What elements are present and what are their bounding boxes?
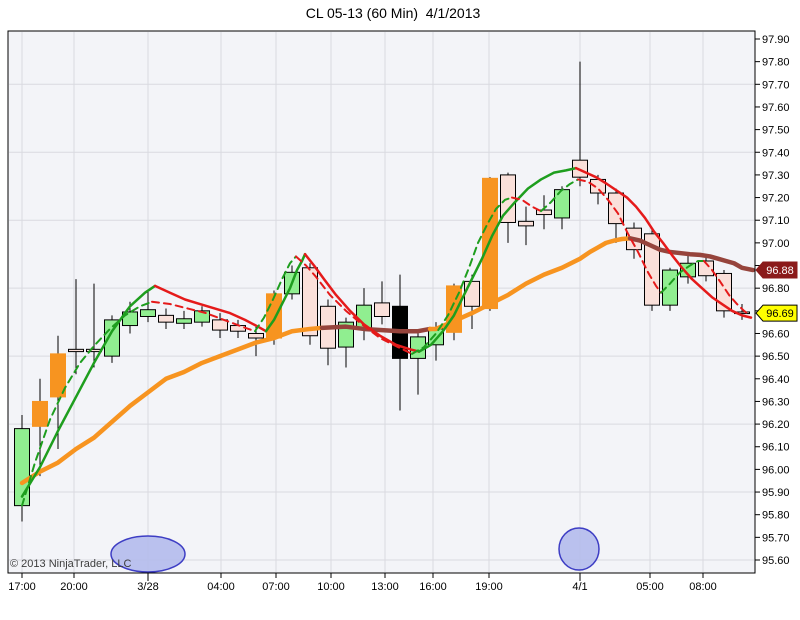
- candle-body-orange: [32, 400, 48, 427]
- ema-dashed-segment: [151, 300, 256, 333]
- x-tick-label: 4/1: [572, 581, 587, 593]
- y-tick-label: 97.60: [762, 102, 790, 114]
- candle-body-up: [194, 310, 210, 323]
- y-tick-label: 96.60: [762, 328, 790, 340]
- ema-solid-segment: [20, 284, 157, 498]
- price-badge-last-value: 96.69: [766, 308, 794, 320]
- candle-body-down: [374, 302, 390, 317]
- ema-solid-segment: [153, 284, 268, 333]
- y-tick-label: 97.30: [762, 170, 790, 182]
- candle-body-down: [230, 325, 246, 332]
- y-tick-label: 96.00: [762, 464, 790, 476]
- price-badge-ma: [755, 261, 798, 279]
- candle-body-up: [554, 189, 570, 219]
- chart-title: CL 05-13 (60 Min) 4/1/2013: [305, 5, 481, 21]
- ema-dashed-segment: [540, 178, 579, 213]
- y-tick-label: 95.80: [762, 510, 790, 522]
- ema-dashed-segment: [703, 259, 751, 317]
- x-tick-label: 16:00: [419, 581, 447, 593]
- price-badge-last: [755, 304, 798, 322]
- ema-dashed-segment: [577, 178, 662, 294]
- candle-body-down: [248, 332, 264, 339]
- candle-body-up: [176, 318, 192, 324]
- y-tick-label: 97.50: [762, 125, 790, 137]
- y-tick-label: 96.80: [762, 283, 790, 295]
- x-tick-label: 3/28: [137, 581, 158, 593]
- ema-dashed-segment: [411, 196, 513, 355]
- x-tick-label: 17:00: [8, 581, 36, 593]
- candle-body-up: [680, 262, 696, 278]
- y-tick-label: 97.40: [762, 147, 790, 159]
- x-tick-label: 07:00: [262, 581, 290, 593]
- x-tick-label: 20:00: [60, 581, 88, 593]
- y-tick-label: 96.20: [762, 419, 790, 431]
- ellipse-drawing[interactable]: [558, 527, 600, 571]
- ema-solid-segment: [303, 252, 421, 353]
- y-tick-label: 97.10: [762, 215, 790, 227]
- time-axis[interactable]: [8, 574, 755, 598]
- candle-body-down: [644, 233, 660, 306]
- candle-body-down: [608, 192, 624, 225]
- y-tick-label: 96.30: [762, 396, 790, 408]
- candle-body-up: [140, 309, 156, 317]
- ema-dashed-segment: [21, 300, 153, 507]
- ema-solid-segment: [574, 166, 753, 319]
- y-tick-label: 95.70: [762, 532, 790, 544]
- y-tick-label: 96.10: [762, 442, 790, 454]
- y-tick-label: 96.40: [762, 374, 790, 386]
- candle-body-up: [104, 319, 120, 357]
- ema-dashed-segment: [254, 255, 297, 333]
- y-tick-label: 95.90: [762, 487, 790, 499]
- candle-body-down: [302, 267, 318, 337]
- ema-dashed-segment: [295, 255, 413, 355]
- x-tick-label: 08:00: [689, 581, 717, 593]
- ellipse-drawing[interactable]: [110, 535, 186, 573]
- x-tick-label: 19:00: [475, 581, 503, 593]
- candle-body-down: [464, 280, 480, 307]
- candle-body-down: [68, 348, 84, 353]
- ema-dashed-segment: [511, 196, 542, 213]
- candle-body-down: [158, 314, 174, 323]
- candle-body-orange: [266, 293, 282, 339]
- y-tick-label: 97.20: [762, 193, 790, 205]
- y-tick-label: 97.70: [762, 79, 790, 91]
- ma-thick-segment: [627, 236, 756, 273]
- candle-body-down: [698, 260, 714, 277]
- y-tick-label: 96.50: [762, 351, 790, 363]
- candle-body-orange: [50, 353, 66, 398]
- ema-dashed-segment: [660, 259, 705, 294]
- y-tick-label: 97.90: [762, 34, 790, 46]
- ma-thick-segment: [319, 324, 433, 334]
- candle-body-up: [14, 428, 30, 507]
- y-tick-label: 97.00: [762, 238, 790, 250]
- x-tick-label: 04:00: [207, 581, 235, 593]
- ma-thick-segment: [427, 236, 633, 332]
- price-axis[interactable]: [756, 31, 800, 573]
- x-tick-label: 10:00: [317, 581, 345, 593]
- candle-body-down: [212, 319, 228, 331]
- ema-solid-segment: [417, 166, 578, 353]
- y-tick-label: 95.60: [762, 555, 790, 567]
- price-badge-ma-value: 96.88: [766, 265, 794, 277]
- y-tick-label: 97.80: [762, 57, 790, 69]
- candle-body-down: [518, 220, 534, 227]
- plot-border: [7, 30, 756, 574]
- candle-body-down: [536, 209, 552, 216]
- copyright-label: © 2013 NinjaTrader, LLC: [10, 558, 132, 570]
- x-tick-label: 05:00: [636, 581, 664, 593]
- ma-thick-segment: [19, 325, 325, 486]
- x-tick-label: 13:00: [371, 581, 399, 593]
